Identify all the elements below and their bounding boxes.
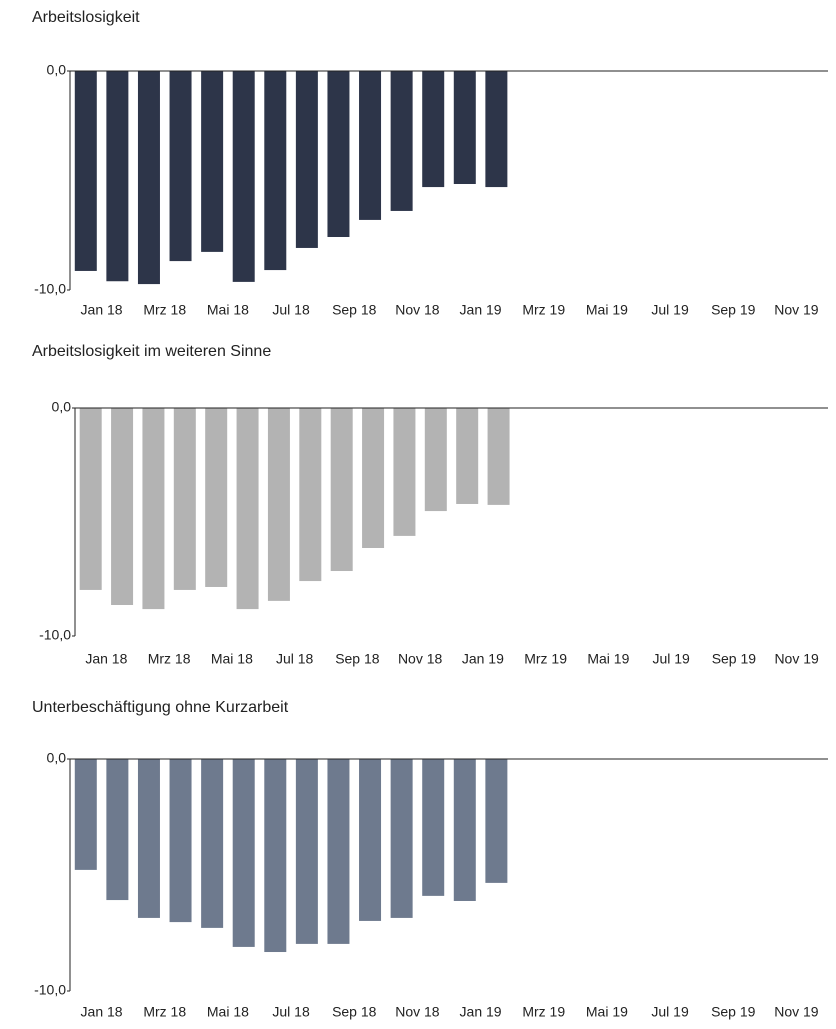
x-tick-label: Mai 18 [211, 651, 253, 667]
bar [456, 408, 479, 504]
x-tick-label: Sep 19 [712, 651, 757, 667]
x-tick-label: Mai 19 [587, 651, 629, 667]
bar [106, 759, 129, 901]
bar [424, 408, 447, 512]
bar [362, 408, 385, 548]
x-tick-label: Mrz 18 [143, 302, 186, 318]
bar [74, 759, 97, 870]
bar [79, 408, 102, 590]
x-tick-label: Mai 18 [207, 1004, 249, 1020]
x-tick-label: Jul 19 [652, 651, 690, 667]
chart-title: Unterbeschäftigung ohne Kurzarbeit [32, 699, 289, 716]
x-tick-label: Nov 18 [395, 1004, 440, 1020]
x-tick-label: Jan 18 [81, 1004, 123, 1020]
x-tick-label: Sep 19 [711, 1004, 756, 1020]
bar [359, 71, 382, 220]
y-tick-label: -10,0 [34, 982, 66, 998]
x-tick-label: Jul 18 [272, 302, 310, 318]
bar [295, 759, 318, 944]
bar [393, 408, 416, 536]
bar [264, 71, 287, 271]
x-tick-label: Jul 18 [272, 1004, 310, 1020]
bar [111, 408, 134, 605]
bar [205, 408, 228, 587]
bar [330, 408, 353, 572]
x-tick-label: Jul 18 [276, 651, 314, 667]
y-tick-label: -10,0 [39, 627, 71, 643]
bar [422, 759, 445, 896]
x-tick-label: Nov 18 [395, 302, 440, 318]
bar [106, 71, 129, 282]
bar [295, 71, 318, 248]
bar [264, 759, 287, 953]
bar [232, 759, 255, 947]
chart-title: Arbeitslosigkeit im weiteren Sinne [32, 343, 271, 360]
bar [236, 408, 259, 610]
x-tick-label: Jan 19 [460, 302, 502, 318]
x-tick-label: Nov 18 [398, 651, 443, 667]
y-tick-label: 0,0 [47, 750, 67, 766]
x-tick-label: Mrz 19 [522, 1004, 565, 1020]
x-tick-label: Sep 19 [711, 302, 756, 318]
bar [74, 71, 97, 271]
x-tick-label: Nov 19 [774, 302, 819, 318]
bar [390, 71, 413, 211]
bar [327, 759, 350, 944]
bar [390, 759, 413, 918]
bar [169, 71, 192, 262]
x-tick-label: Sep 18 [335, 651, 380, 667]
bar [267, 408, 290, 601]
bar [485, 71, 508, 188]
bar [201, 759, 224, 928]
bar [169, 759, 192, 923]
x-tick-label: Mrz 18 [148, 651, 191, 667]
bar [232, 71, 255, 282]
x-tick-label: Jul 19 [651, 302, 689, 318]
x-tick-label: Sep 18 [332, 302, 377, 318]
x-tick-label: Mai 18 [207, 302, 249, 318]
x-tick-label: Mrz 19 [522, 302, 565, 318]
y-tick-label: 0,0 [52, 399, 72, 415]
x-tick-label: Jan 18 [81, 302, 123, 318]
chart-title: Arbeitslosigkeit [32, 9, 140, 26]
bar [137, 759, 160, 918]
bar [359, 759, 382, 921]
x-tick-label: Jan 18 [85, 651, 127, 667]
x-tick-label: Mai 19 [586, 1004, 628, 1020]
bar [327, 71, 350, 238]
x-tick-label: Jul 19 [651, 1004, 689, 1020]
x-tick-label: Sep 18 [332, 1004, 377, 1020]
x-tick-label: Nov 19 [774, 1004, 819, 1020]
bar [299, 408, 322, 582]
bar [201, 71, 224, 252]
bar [137, 71, 160, 285]
bar [142, 408, 165, 610]
bar [453, 759, 476, 901]
x-tick-label: Jan 19 [462, 651, 504, 667]
bar [422, 71, 445, 188]
y-tick-label: -10,0 [34, 281, 66, 297]
x-tick-label: Mrz 19 [524, 651, 567, 667]
x-tick-label: Jan 19 [460, 1004, 502, 1020]
bar [485, 759, 508, 883]
bar [453, 71, 476, 185]
x-tick-label: Mrz 18 [143, 1004, 186, 1020]
bar [173, 408, 196, 590]
x-tick-label: Mai 19 [586, 302, 628, 318]
x-tick-label: Nov 19 [774, 651, 819, 667]
bar [487, 408, 510, 505]
y-tick-label: 0,0 [47, 62, 67, 78]
